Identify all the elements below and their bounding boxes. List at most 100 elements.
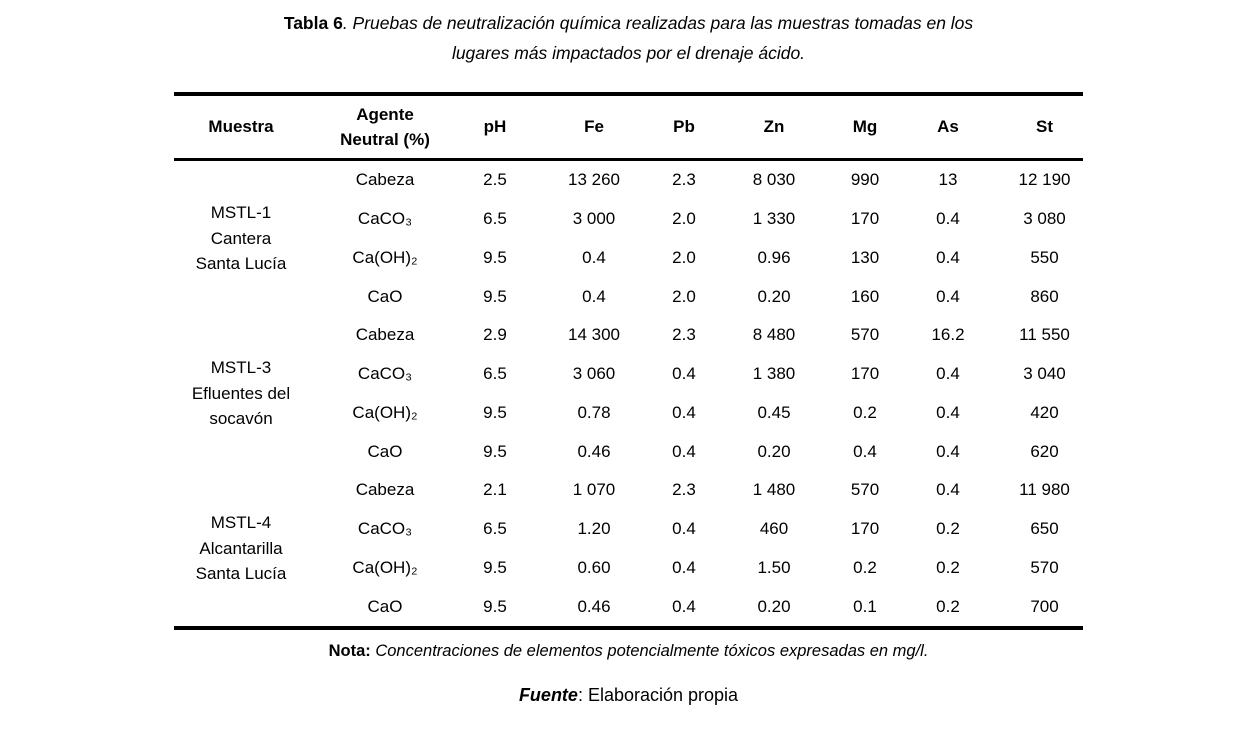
cell-as: 0.4 [936, 480, 960, 500]
cell-ph: 6.5 [483, 209, 507, 229]
cell-as: 0.4 [936, 402, 960, 422]
cell-mg: 170 [850, 209, 880, 229]
cell-fe: 3 060 [572, 364, 616, 384]
cell-ph: 9.5 [483, 247, 507, 267]
table-row: MSTL-4 Alcantarilla Santa Lucía Cabeza 2… [174, 471, 1083, 583]
col-header-muestra: Muestra [174, 94, 308, 161]
cell-zn: 0.20 [757, 596, 791, 616]
cell-zn: 0.20 [757, 441, 791, 461]
cell-fe: 0.4 [582, 247, 606, 267]
cell-zn: 1 330 [752, 209, 796, 229]
cell-as: 0.2 [936, 557, 960, 577]
cell-pb: 2.0 [672, 209, 696, 229]
cell-ph: 9.5 [483, 596, 507, 616]
cell-agent: Cabeza [355, 480, 415, 500]
cell-zn: 1 480 [752, 480, 796, 500]
cell-fe: 0.46 [577, 441, 611, 461]
cell-mg: 160 [850, 286, 880, 306]
table-row: CaCO₃ 6.5 3 060 0.4 1 380 170 0.4 3 040 [174, 355, 1083, 394]
cell-zn: 0.96 [757, 247, 791, 267]
cell-st: 550 [1030, 247, 1059, 267]
table-caption-text-line2: lugares más impactados por el drenaje ác… [451, 43, 806, 63]
cell-st: 420 [1030, 402, 1059, 422]
cell-fe: 13 260 [568, 170, 620, 190]
cell-pb: 2.0 [672, 247, 696, 267]
cell-st: 620 [1030, 441, 1059, 461]
cell-pb: 0.4 [672, 596, 696, 616]
cell-mg: 0.4 [853, 441, 877, 461]
cell-agent: Cabeza [355, 170, 415, 190]
table-caption-number: Tabla 6 [283, 13, 343, 33]
cell-pb: 0.4 [672, 441, 696, 461]
cell-fe: 0.60 [577, 557, 611, 577]
cell-agent: Cabeza [355, 325, 415, 345]
cell-pb: 0.4 [672, 519, 696, 539]
cell-mg: 170 [850, 519, 880, 539]
table-row: CaCO₃ 6.5 1.20 0.4 460 170 0.2 650 [174, 510, 1083, 549]
table-row: Ca(OH)₂ 9.5 0.60 0.4 1.50 0.2 0.2 570 [174, 549, 1083, 588]
table-row: CaO 9.5 0.46 0.4 0.20 0.1 0.2 700 [174, 587, 1083, 628]
cell-st: 12 190 [1018, 170, 1071, 190]
sample-group-label-mstl3: MSTL-3 Efluentes del socavón [191, 358, 291, 429]
cell-pb: 0.4 [672, 402, 696, 422]
cell-agent: CaCO₃ [357, 209, 413, 229]
col-header-as: As [890, 94, 1006, 161]
table-source: Fuente: Elaboración propia [174, 684, 1083, 706]
cell-fe: 0.78 [577, 402, 611, 422]
cell-ph: 2.5 [483, 170, 507, 190]
table-row: CaO 9.5 0.46 0.4 0.20 0.4 0.4 620 [174, 432, 1083, 471]
cell-fe: 1 070 [572, 480, 616, 500]
cell-ph: 9.5 [483, 286, 507, 306]
cell-ph: 9.5 [483, 441, 507, 461]
cell-st: 860 [1030, 286, 1059, 306]
table-row: Ca(OH)₂ 9.5 0.4 2.0 0.96 130 0.4 550 [174, 239, 1083, 278]
sample-group-label-mstl4: MSTL-4 Alcantarilla Santa Lucía [195, 513, 287, 584]
cell-ph: 6.5 [483, 364, 507, 384]
cell-ph: 6.5 [483, 519, 507, 539]
note-label: Nota: [328, 642, 371, 660]
cell-as: 13 [938, 170, 958, 190]
cell-mg: 0.2 [853, 557, 877, 577]
cell-st: 11 550 [1019, 325, 1070, 345]
cell-mg: 990 [850, 170, 880, 190]
cell-st: 11 980 [1019, 480, 1070, 500]
cell-mg: 570 [850, 480, 880, 500]
cell-agent: Ca(OH)₂ [352, 247, 418, 267]
source-label: Fuente [518, 685, 578, 705]
cell-pb: 0.4 [672, 364, 696, 384]
col-header-mg: Mg [840, 94, 890, 161]
cell-zn: 460 [759, 519, 789, 539]
cell-st: 570 [1030, 557, 1059, 577]
cell-agent: CaO [367, 441, 403, 461]
cell-fe: 0.46 [577, 596, 611, 616]
cell-as: 0.4 [936, 286, 960, 306]
cell-pb: 2.3 [672, 170, 696, 190]
cell-agent: Ca(OH)₂ [352, 402, 418, 422]
cell-fe: 14 300 [568, 325, 620, 345]
cell-mg: 130 [850, 247, 880, 267]
cell-agent: CaCO₃ [357, 364, 413, 384]
cell-as: 16.2 [931, 325, 965, 345]
cell-mg: 570 [850, 325, 880, 345]
col-header-st: St [1006, 94, 1083, 161]
col-header-agente-neutral: Agente Neutral (%) [308, 94, 462, 161]
cell-mg: 170 [850, 364, 880, 384]
note-text: Concentraciones de elementos potencialme… [370, 642, 929, 660]
table-caption: Tabla 6. Pruebas de neutralización quími… [174, 8, 1083, 68]
cell-pb: 2.3 [672, 480, 696, 500]
table-row: Ca(OH)₂ 9.5 0.78 0.4 0.45 0.2 0.4 420 [174, 394, 1083, 433]
table-row: MSTL-3 Efluentes del socavón Cabeza 2.9 … [174, 316, 1083, 428]
header-row: Muestra Agente Neutral (%) pH Fe Pb Zn M… [174, 94, 1083, 161]
cell-as: 0.2 [936, 519, 960, 539]
cell-zn: 1 380 [752, 364, 796, 384]
cell-mg: 0.2 [853, 402, 877, 422]
cell-agent: Ca(OH)₂ [352, 557, 418, 577]
cell-as: 0.4 [936, 364, 960, 384]
cell-as: 0.4 [936, 247, 960, 267]
cell-agent: CaCO₃ [357, 519, 413, 539]
cell-pb: 2.0 [672, 286, 696, 306]
cell-st: 650 [1030, 519, 1059, 539]
cell-st: 3 040 [1023, 364, 1066, 384]
table-row: MSTL-1 Cantera Santa Lucía Cabeza 2.5 13… [174, 160, 1083, 273]
table-row: CaCO₃ 6.5 3 000 2.0 1 330 170 0.4 3 080 [174, 200, 1083, 239]
